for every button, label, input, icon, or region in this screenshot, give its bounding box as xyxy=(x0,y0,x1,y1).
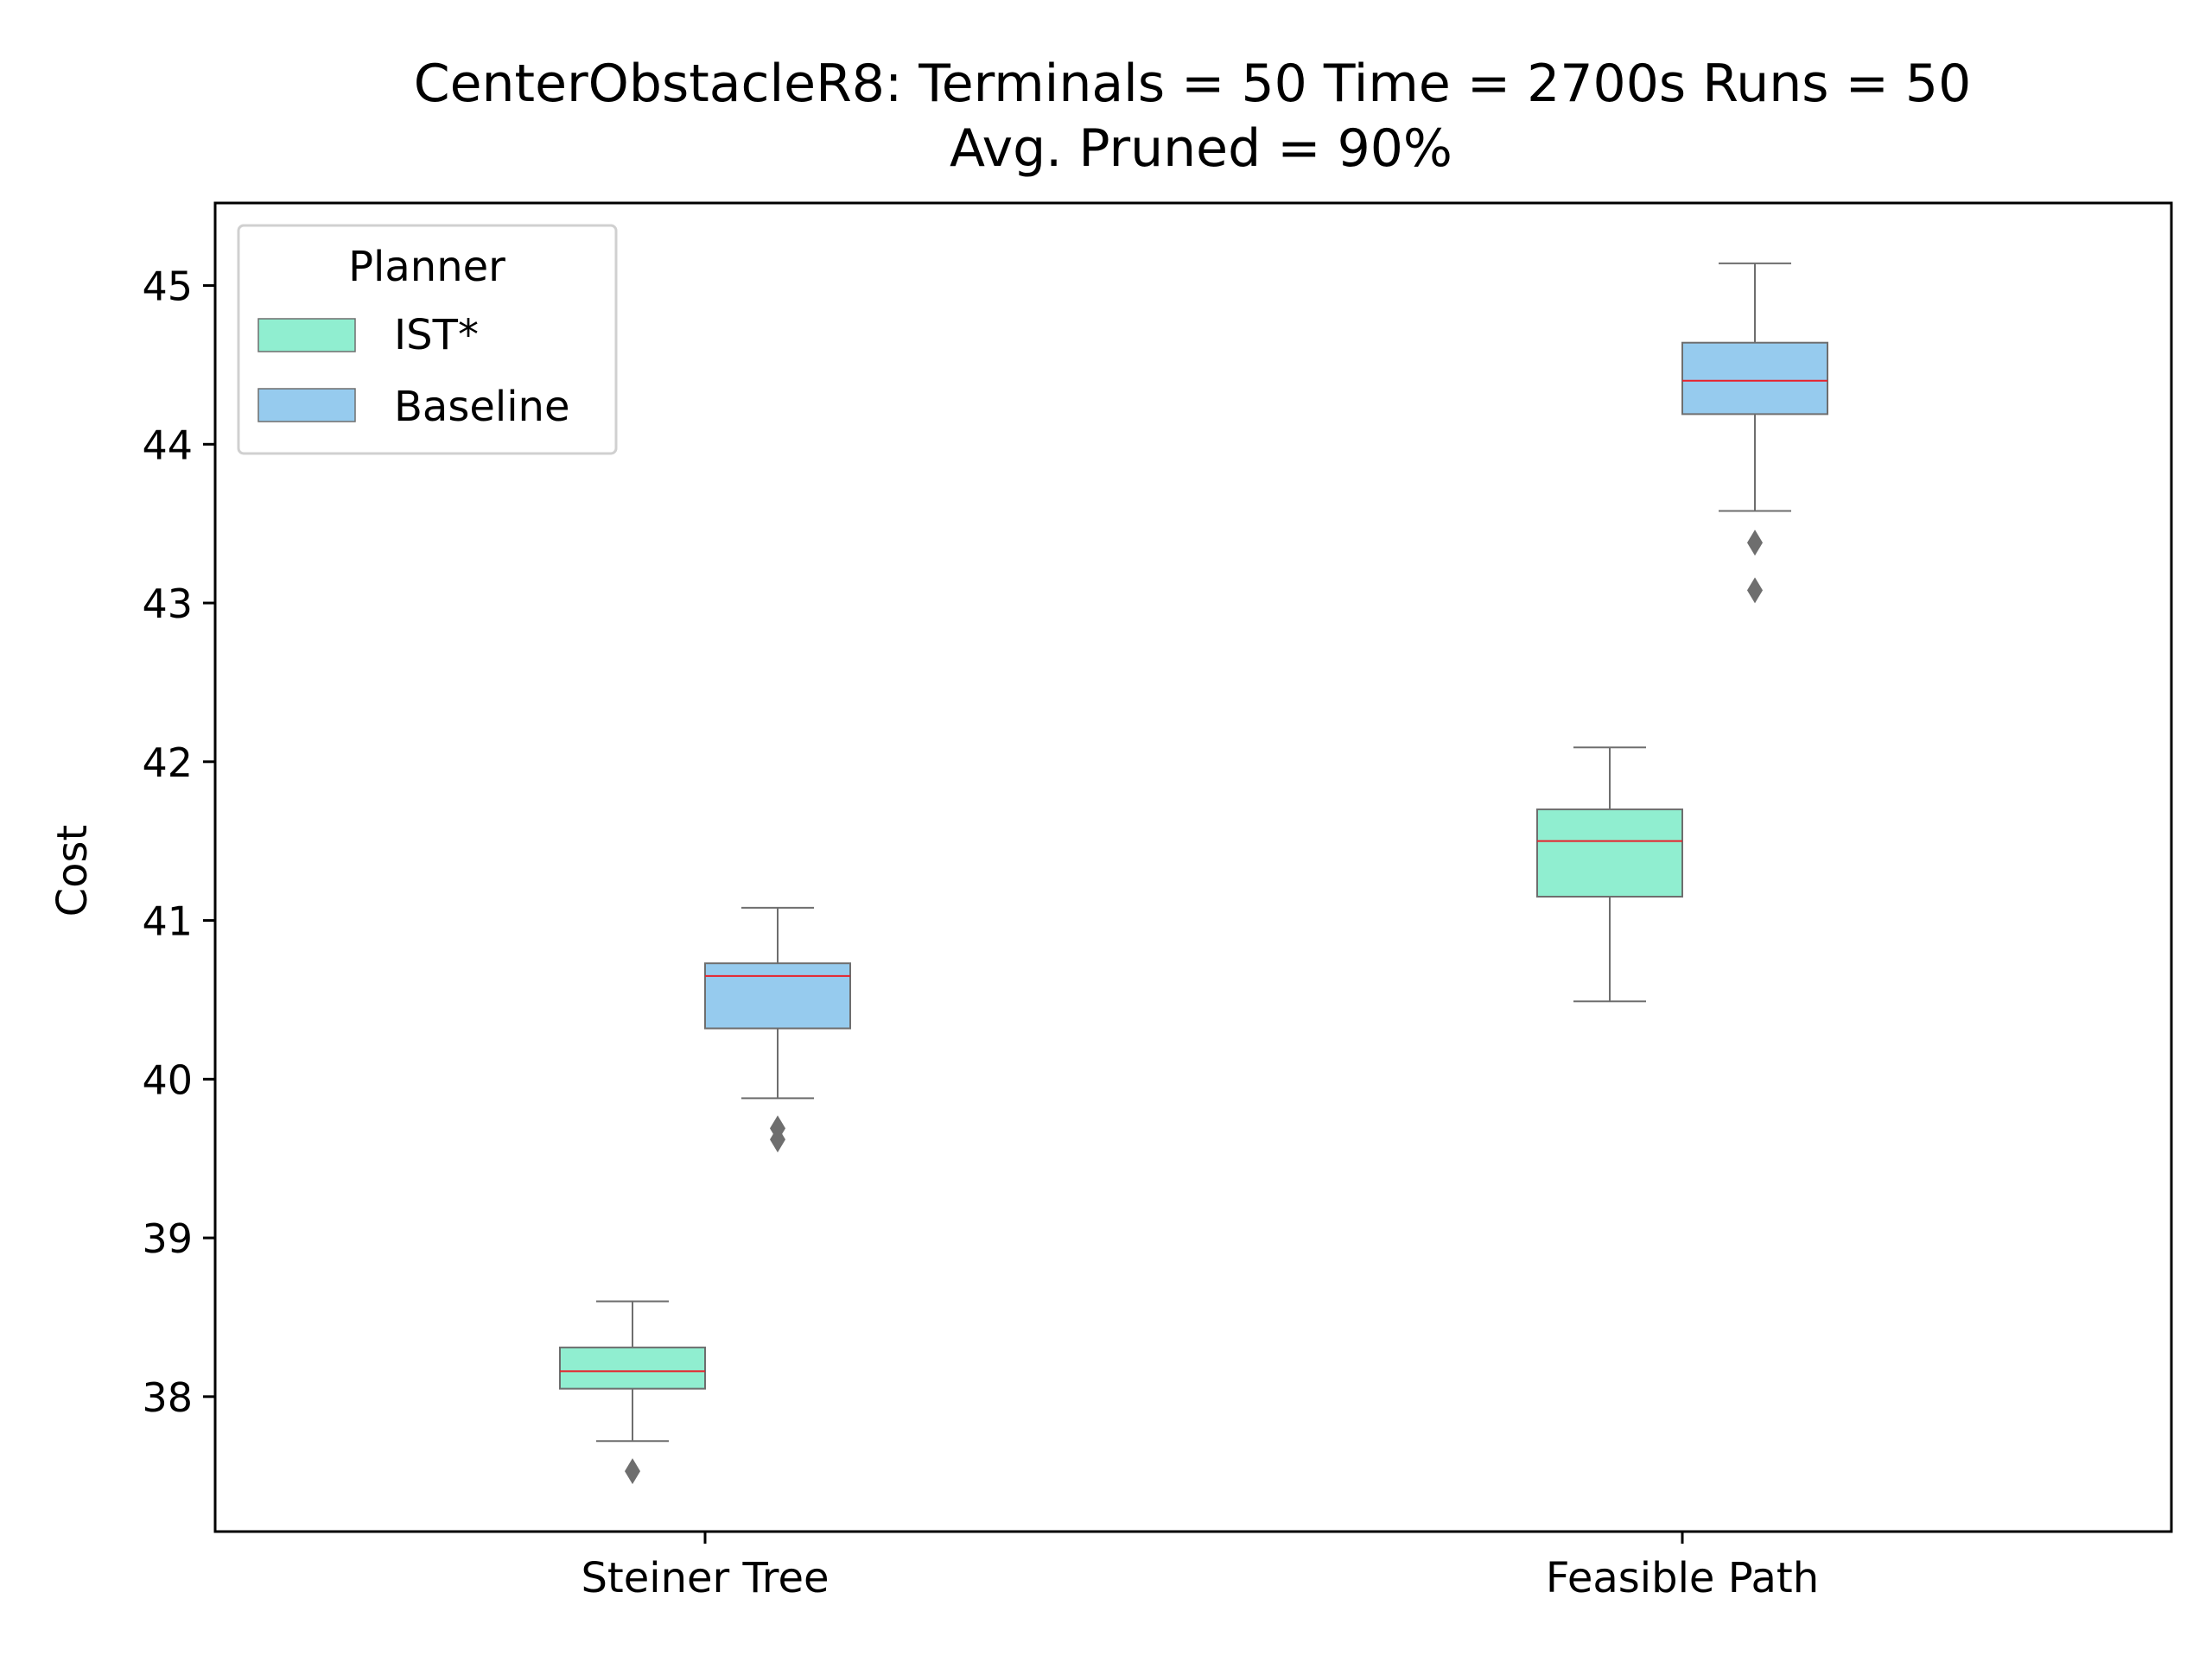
legend-swatch-baseline xyxy=(257,388,356,422)
box-baseline-steiner-tree xyxy=(704,906,851,1153)
y-axis-label: Cost xyxy=(48,825,97,917)
x-tick-label: Steiner Tree xyxy=(581,1554,829,1602)
box-iqr xyxy=(1536,808,1683,898)
y-tick-label: 42 xyxy=(142,739,193,786)
box-iqr xyxy=(704,962,851,1030)
box-iqr xyxy=(559,1346,706,1390)
y-tick-label: 41 xyxy=(142,898,193,945)
chart-subtitle: Avg. Pruned = 90% xyxy=(950,118,1452,179)
plot-marks xyxy=(559,262,1828,1485)
outlier-point xyxy=(770,1126,785,1153)
y-tick-label: 38 xyxy=(142,1374,193,1421)
legend-label-baseline: Baseline xyxy=(394,383,570,431)
box-baseline-feasible-path xyxy=(1681,262,1828,604)
y-tick-label: 39 xyxy=(142,1215,193,1262)
axes: 38 39 40 41 42 43 44 45 Steiner Tree Feasible Pat… xyxy=(142,201,2173,1602)
box-ist-steiner-tree xyxy=(559,1300,706,1485)
y-tick-label: 43 xyxy=(142,580,193,627)
x-tick-label: Feasible Path xyxy=(1546,1554,1819,1602)
legend: Planner IST* Baseline xyxy=(237,224,618,455)
legend-title: Planner xyxy=(348,243,505,291)
outlier-point xyxy=(1747,530,1763,556)
y-tick-label: 44 xyxy=(142,422,193,468)
plot-frame xyxy=(213,201,2173,1533)
y-tick-label: 45 xyxy=(142,263,193,310)
box-iqr xyxy=(1681,341,1828,416)
outlier-point xyxy=(1747,577,1763,604)
box-ist-feasible-path xyxy=(1536,746,1683,1003)
legend-swatch-ist xyxy=(257,318,356,352)
outlier-point xyxy=(625,1458,640,1485)
chart-title: CenterObstacleR8: Terminals = 50 Time = … xyxy=(414,54,1972,114)
y-tick-label: 40 xyxy=(142,1056,193,1103)
legend-label-ist: IST* xyxy=(394,311,479,359)
